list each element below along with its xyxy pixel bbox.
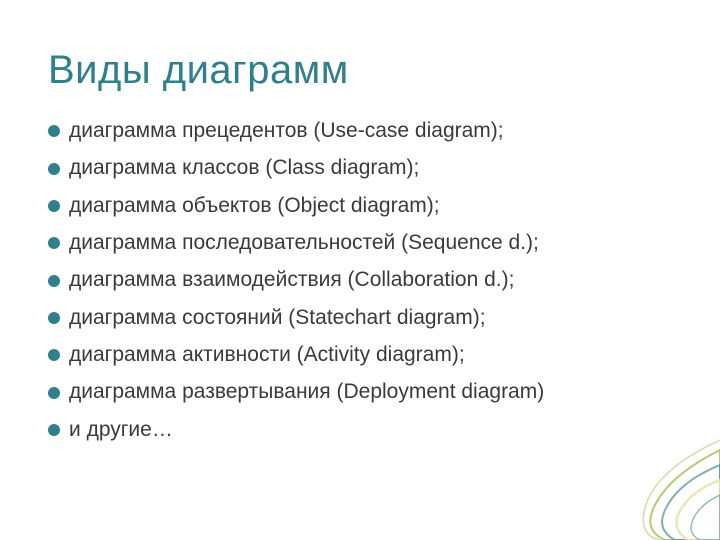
bullet-list: диаграмма прецедентов (Use-case diagram)… (48, 117, 680, 444)
bullet-text: диаграмма объектов (Object diagram); (69, 192, 440, 220)
bullet-text: диаграмма последовательностей (Sequence … (69, 229, 539, 257)
list-item: диаграмма классов (Class diagram); (48, 154, 680, 182)
list-item: диаграмма прецедентов (Use-case diagram)… (48, 117, 680, 145)
bullet-icon (48, 200, 60, 212)
list-item: и другие… (48, 416, 680, 444)
list-item: диаграмма состояний (Statechart diagram)… (48, 304, 680, 332)
list-item: диаграмма активности (Activity diagram); (48, 341, 680, 369)
slide-container: Виды диаграмм диаграмма прецедентов (Use… (0, 0, 720, 540)
bullet-icon (48, 349, 60, 361)
list-item: диаграмма развертывания (Deployment diag… (48, 378, 680, 406)
bullet-icon (48, 312, 60, 324)
bullet-text: и другие… (69, 416, 173, 444)
bullet-text: диаграмма взаимодействия (Collaboration … (69, 266, 514, 294)
bullet-icon (48, 275, 60, 287)
bullet-text: диаграмма развертывания (Deployment diag… (69, 378, 544, 406)
list-item: диаграмма последовательностей (Sequence … (48, 229, 680, 257)
bullet-text: диаграмма состояний (Statechart diagram)… (69, 304, 486, 332)
bullet-text: диаграмма прецедентов (Use-case diagram)… (69, 117, 504, 145)
bullet-text: диаграмма активности (Activity diagram); (69, 341, 465, 369)
bullet-icon (48, 424, 60, 436)
bullet-icon (48, 163, 60, 175)
slide-title: Виды диаграмм (48, 48, 680, 93)
list-item: диаграмма объектов (Object diagram); (48, 192, 680, 220)
bullet-text: диаграмма классов (Class diagram); (69, 154, 419, 182)
list-item: диаграмма взаимодействия (Collaboration … (48, 266, 680, 294)
bullet-icon (48, 237, 60, 249)
bullet-icon (48, 125, 60, 137)
bullet-icon (48, 387, 60, 399)
